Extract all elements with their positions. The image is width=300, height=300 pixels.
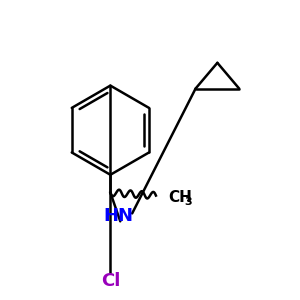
Text: CH: CH xyxy=(168,190,192,205)
Text: HN: HN xyxy=(103,207,133,225)
Text: Cl: Cl xyxy=(101,272,120,290)
Text: 3: 3 xyxy=(185,196,192,206)
